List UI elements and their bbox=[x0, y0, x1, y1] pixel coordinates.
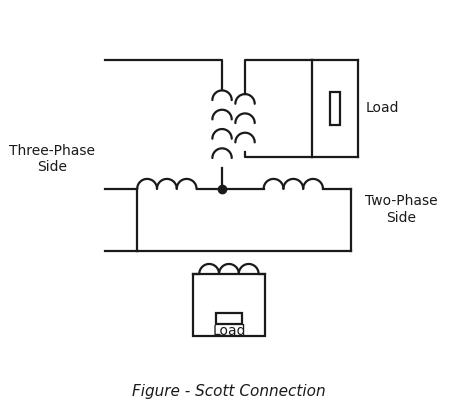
Text: Figure - Scott Connection: Figure - Scott Connection bbox=[132, 384, 326, 398]
Text: Load: Load bbox=[366, 101, 400, 115]
Bar bbox=[193, 274, 264, 336]
Text: Three-Phase
Side: Three-Phase Side bbox=[9, 144, 95, 174]
Bar bbox=[329, 92, 340, 125]
Text: Load: Load bbox=[212, 324, 246, 338]
Text: Two-Phase
Side: Two-Phase Side bbox=[365, 194, 438, 225]
Bar bbox=[216, 313, 242, 323]
